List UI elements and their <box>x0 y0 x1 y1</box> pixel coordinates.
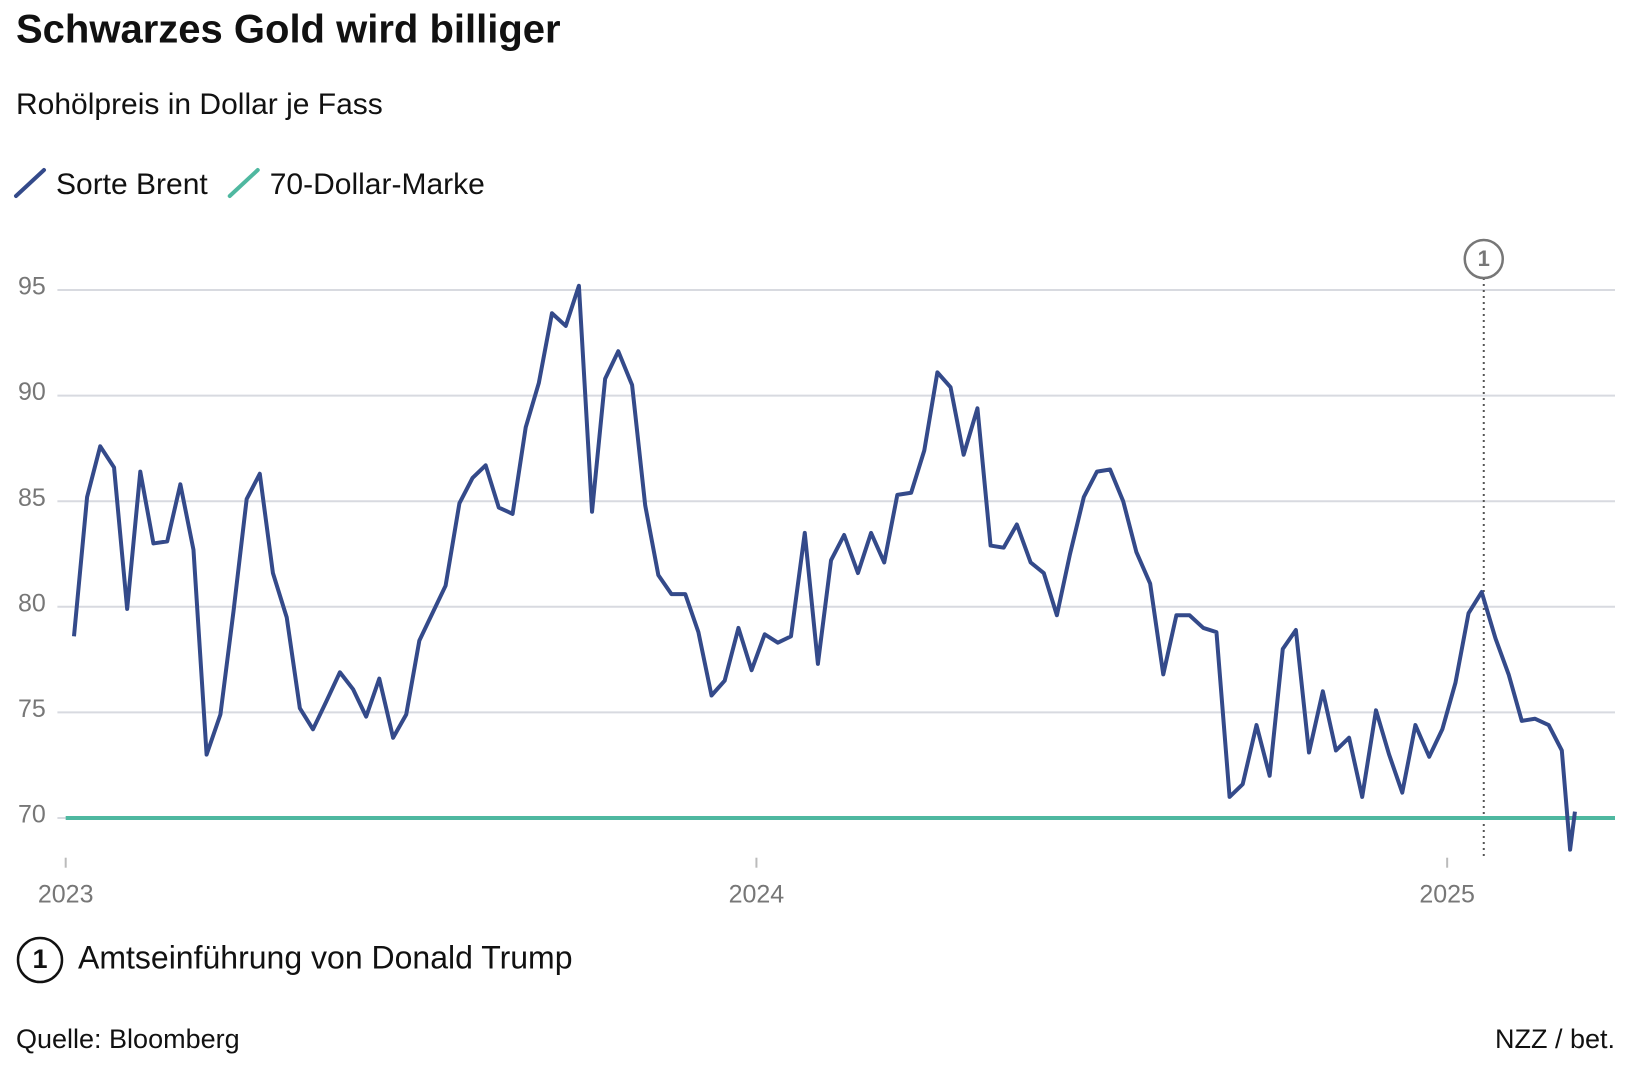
y-tick-label: 95 <box>18 273 46 301</box>
legend-label: 70-Dollar-Marke <box>270 168 485 201</box>
chart-subtitle: Rohölpreis in Dollar je Fass <box>16 88 383 121</box>
legend-swatch <box>227 168 260 198</box>
chart-title: Schwarzes Gold wird billiger <box>16 8 561 52</box>
footnote-number: 1 <box>32 944 47 974</box>
x-tick-label: 2025 <box>1419 880 1475 908</box>
legend-swatch <box>14 168 46 198</box>
legend-label: Sorte Brent <box>56 168 208 201</box>
footnote-text: Amtseinführung von Donald Trump <box>78 939 572 975</box>
y-tick-label: 90 <box>18 378 46 406</box>
y-tick-label: 75 <box>18 695 46 723</box>
y-tick-label: 70 <box>18 801 46 829</box>
footnote-marker <box>16 936 64 984</box>
series-line <box>71 283 1577 852</box>
x-tick-label: 2023 <box>38 880 94 908</box>
x-tick-label: 2024 <box>729 880 785 908</box>
annotation-marker <box>1463 238 1505 280</box>
y-tick-label: 80 <box>18 589 46 617</box>
source: Quelle: Bloomberg <box>16 1024 240 1054</box>
y-tick-label: 85 <box>18 484 46 512</box>
annotation-label: 1 <box>1478 246 1490 271</box>
credit: NZZ / bet. <box>1495 1024 1615 1054</box>
